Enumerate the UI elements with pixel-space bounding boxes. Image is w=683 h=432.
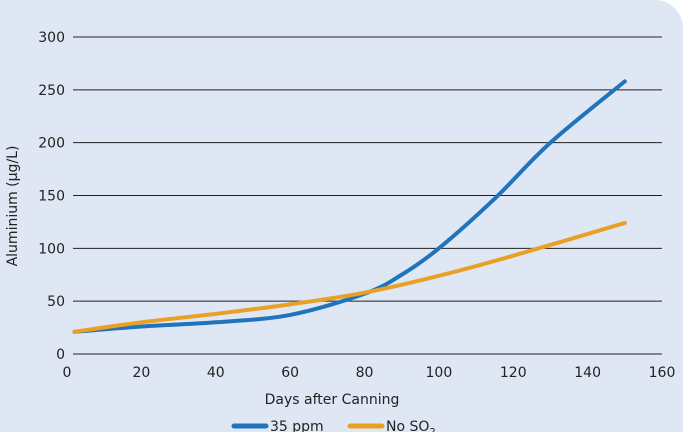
series-lines	[72, 79, 627, 334]
legend-label-no-so2: No SO2	[386, 419, 436, 432]
legend-label-no-so2-subscript: 2	[429, 427, 435, 432]
x-tick-label: 100	[426, 365, 453, 381]
x-tick-label: 20	[132, 365, 150, 381]
y-tick-label: 100	[38, 241, 65, 257]
y-tick-label: 150	[38, 189, 65, 205]
y-tick-label: 250	[38, 83, 65, 99]
y-axis-label: Aluminium (µg/L)	[5, 146, 21, 267]
x-tick-labels: 0 20 40 60 80 100 120 140 160	[63, 365, 676, 381]
y-tick-label: 50	[47, 294, 65, 310]
x-tick-label: 120	[500, 365, 527, 381]
y-tick-label: 0	[56, 347, 65, 363]
x-axis-label: Days after Canning	[265, 392, 400, 408]
x-tick-label: 80	[356, 365, 374, 381]
y-tick-label: 300	[38, 30, 65, 46]
legend: 35 ppm No SO2	[231, 419, 436, 432]
legend-label-no-so2-main: No SO	[386, 419, 429, 432]
series-line-1	[72, 220, 627, 334]
gridlines	[73, 36, 662, 355]
y-tick-label: 200	[38, 136, 65, 152]
series-line-0	[72, 79, 627, 334]
x-tick-label: 40	[207, 365, 225, 381]
x-tick-label: 160	[649, 365, 676, 381]
x-tick-label: 0	[63, 365, 72, 381]
y-tick-labels: 0 50 100 150 200 250 300	[38, 30, 65, 363]
x-tick-label: 140	[574, 365, 601, 381]
legend-label-35ppm: 35 ppm	[270, 419, 324, 432]
x-tick-label: 60	[281, 365, 299, 381]
